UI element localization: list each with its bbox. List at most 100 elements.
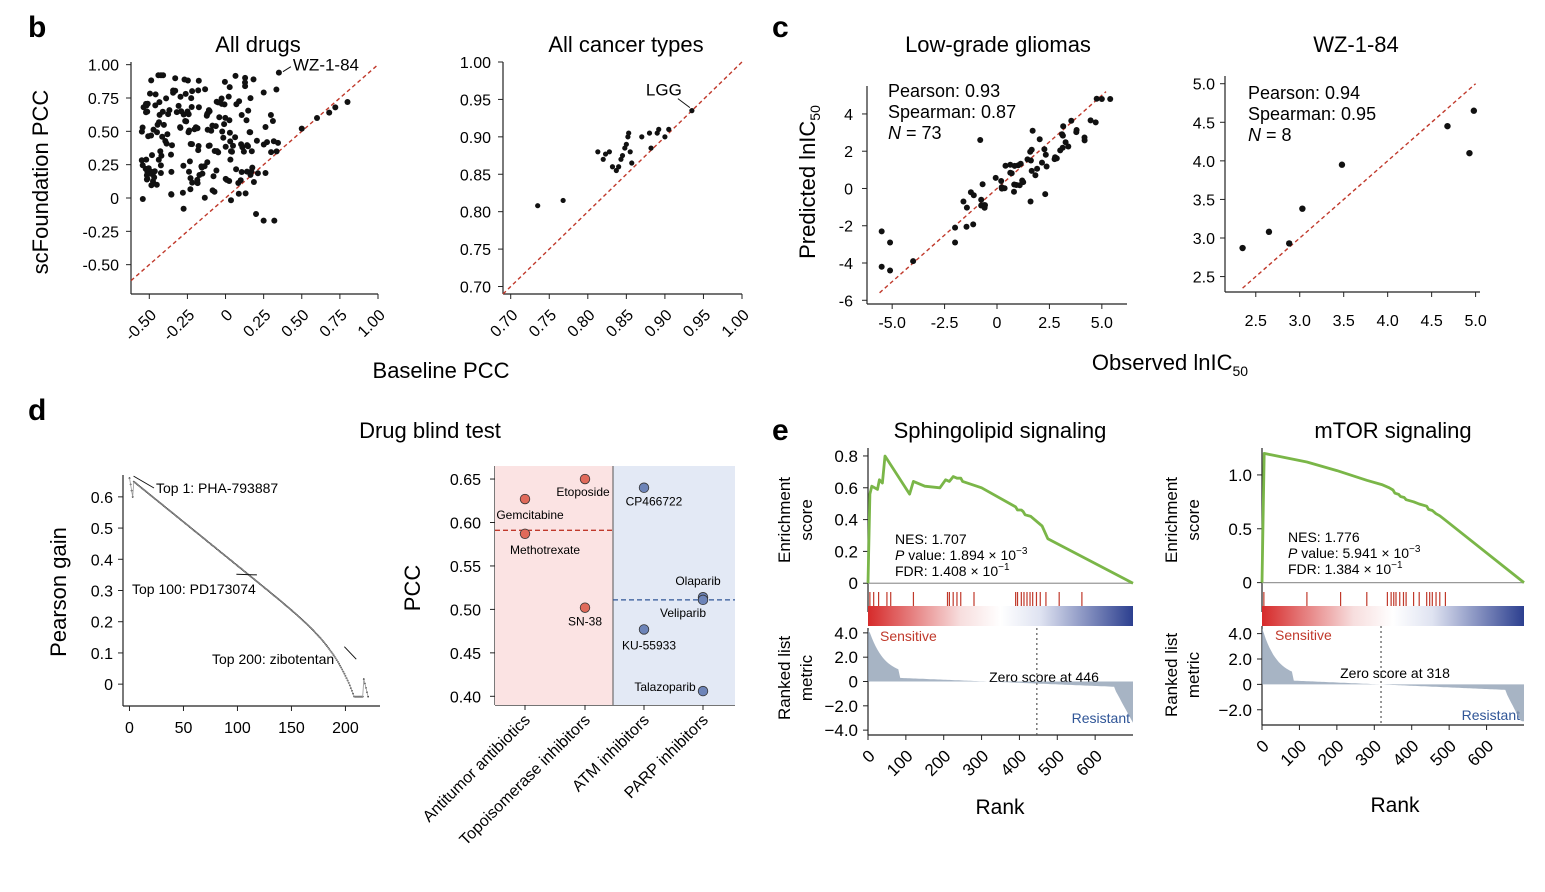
data-point bbox=[243, 117, 250, 124]
y-tick-label: 0.50 bbox=[88, 124, 119, 141]
data-point bbox=[138, 157, 145, 164]
data-point bbox=[878, 228, 885, 235]
y-tick-label: -4 bbox=[839, 256, 853, 273]
x-tick-label: 2.5 bbox=[1245, 313, 1267, 330]
data-point bbox=[179, 189, 186, 196]
data-point bbox=[153, 181, 160, 188]
data-point bbox=[139, 196, 146, 202]
data-point bbox=[264, 139, 270, 146]
data-point bbox=[1028, 167, 1035, 174]
x-tick-label: 500 bbox=[1035, 746, 1068, 779]
y-tick-label: -2 bbox=[839, 219, 853, 236]
x-tick-label: 5.0 bbox=[1464, 313, 1486, 330]
data-point bbox=[244, 142, 251, 149]
data-point bbox=[195, 104, 202, 111]
data-point bbox=[180, 162, 187, 169]
chart-d-pearson-gain: Pearson gain Top 1: PHA-793887 Top 100: … bbox=[46, 475, 380, 737]
data-point bbox=[143, 172, 150, 179]
data-point bbox=[147, 90, 153, 97]
data-point bbox=[175, 102, 182, 109]
y-tick-label: 3.0 bbox=[1193, 231, 1215, 248]
data-point bbox=[223, 176, 230, 183]
data-point bbox=[1036, 136, 1043, 143]
data-point bbox=[245, 107, 252, 114]
data-point bbox=[253, 137, 260, 144]
y-tick-label: 0.40 bbox=[450, 689, 481, 706]
y-axis-label-text: Predicted lnIC bbox=[795, 121, 820, 259]
y-tick-label: 1.00 bbox=[88, 58, 119, 75]
x-axis-label-sub: 50 bbox=[1233, 363, 1249, 379]
es-axis-label: Enrichment score bbox=[775, 477, 816, 563]
fdr-text: FDR: 1.408 × 10−1 bbox=[895, 562, 1010, 579]
data-point bbox=[163, 140, 170, 147]
data-point bbox=[227, 138, 234, 145]
data-point bbox=[165, 111, 172, 118]
data-point bbox=[1285, 240, 1293, 247]
y-tick-label: 0.2 bbox=[91, 615, 113, 632]
data-point bbox=[579, 602, 591, 613]
x-tick-label: 1.00 bbox=[719, 307, 753, 341]
data-point bbox=[188, 95, 195, 102]
point-label: SN-38 bbox=[568, 615, 602, 629]
y-tick-label: 0.90 bbox=[460, 130, 491, 147]
data-point bbox=[194, 176, 201, 183]
y-tick-label: 4.0 bbox=[834, 624, 858, 643]
data-point bbox=[1041, 146, 1048, 153]
data-point bbox=[247, 129, 254, 136]
data-point bbox=[221, 121, 228, 128]
data-point bbox=[228, 148, 234, 155]
data-point bbox=[168, 168, 175, 175]
y-tick-label: −4.0 bbox=[824, 721, 858, 740]
data-point bbox=[138, 128, 145, 135]
data-point bbox=[1299, 205, 1306, 212]
y-tick-label: 0 bbox=[110, 191, 119, 208]
y-tick-label: 2.0 bbox=[834, 648, 858, 667]
data-point bbox=[144, 100, 151, 107]
data-point bbox=[244, 168, 250, 175]
data-point bbox=[1020, 179, 1027, 186]
y-axis-label: Predicted lnIC50 bbox=[795, 105, 823, 259]
data-point bbox=[158, 152, 165, 159]
point-label: Veliparib bbox=[660, 606, 706, 620]
data-point bbox=[218, 100, 225, 107]
y-tick-label: 1.00 bbox=[460, 55, 491, 72]
zero-score-label: Zero score at 446 bbox=[989, 669, 1099, 685]
y-tick-label: 0.6 bbox=[91, 490, 113, 507]
point-label: Talazoparib bbox=[634, 680, 696, 694]
data-point bbox=[878, 263, 885, 270]
point-label: Etoposide bbox=[556, 485, 610, 499]
data-point bbox=[220, 134, 227, 141]
data-point bbox=[298, 125, 305, 132]
data-point bbox=[1093, 95, 1100, 102]
data-point bbox=[1098, 96, 1105, 103]
data-point bbox=[145, 133, 152, 140]
data-point bbox=[214, 148, 220, 155]
sensitive-label: Sensitive bbox=[880, 628, 937, 644]
data-point bbox=[169, 142, 175, 149]
data-point bbox=[967, 189, 974, 196]
data-point bbox=[1466, 149, 1473, 157]
data-point bbox=[262, 124, 269, 130]
fdr-text: FDR: 1.384 × 10−1 bbox=[1288, 560, 1403, 577]
panel-label-e: e bbox=[772, 414, 789, 447]
data-point bbox=[236, 98, 243, 105]
data-point bbox=[143, 156, 150, 163]
x-tick-label: 500 bbox=[1426, 736, 1459, 769]
stat-n-label: N bbox=[1248, 125, 1262, 145]
data-point bbox=[1092, 119, 1099, 126]
data-point bbox=[887, 267, 894, 274]
es-axis-label: Enrichment score bbox=[1162, 477, 1203, 563]
data-point bbox=[1087, 117, 1094, 124]
x-tick-label: 0.80 bbox=[565, 307, 599, 341]
chart-e-sphingolipid: Sphingolipid signaling Enrichment score R… bbox=[775, 418, 1134, 819]
annotation-top1: Top 1: PHA-793887 bbox=[156, 480, 278, 496]
data-point bbox=[1059, 144, 1066, 151]
y-tick-label: 0 bbox=[104, 677, 113, 694]
x-tick-label: 300 bbox=[1352, 736, 1385, 769]
data-point bbox=[992, 174, 999, 181]
data-point bbox=[629, 160, 635, 166]
y-tick-label: 0.65 bbox=[450, 472, 481, 489]
x-tick-label: 100 bbox=[1277, 736, 1310, 769]
x-tick-label: 400 bbox=[997, 746, 1030, 779]
rank-gradient-bar bbox=[1262, 606, 1524, 626]
